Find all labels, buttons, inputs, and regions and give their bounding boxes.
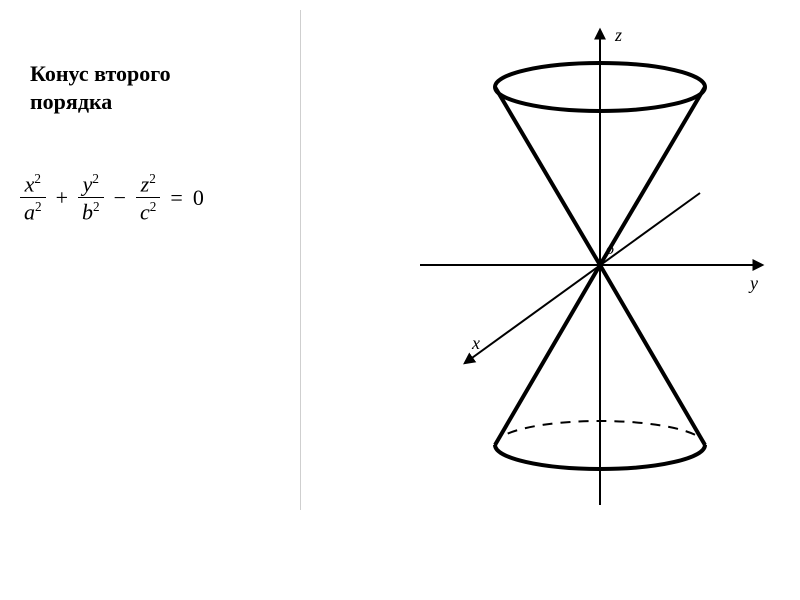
z-axis-label: z xyxy=(615,25,622,46)
cone-equation: x2 a2 + y2 b2 − z2 c2 = 0 xyxy=(20,170,204,226)
x-axis-label: x xyxy=(472,333,480,354)
title-line2: порядка xyxy=(30,89,112,114)
term-1-den: a2 xyxy=(20,198,46,225)
term-1: x2 a2 xyxy=(20,170,46,226)
rhs-zero: 0 xyxy=(193,185,204,211)
term-3: z2 c2 xyxy=(136,170,160,226)
cone-svg xyxy=(370,15,770,525)
term-3-num: z2 xyxy=(137,170,160,197)
y-axis-label: y xyxy=(750,273,758,294)
page: Конус второго порядка x2 a2 + y2 b2 − z2… xyxy=(0,0,800,600)
term-2-num: y2 xyxy=(79,170,103,197)
cone-diagram: z y x o xyxy=(370,15,770,530)
equals-sign: = xyxy=(166,185,186,211)
term-2: y2 b2 xyxy=(78,170,104,226)
minus-sign: − xyxy=(110,185,130,211)
vertical-divider xyxy=(300,10,301,510)
origin-label: o xyxy=(606,241,614,259)
term-1-num: x2 xyxy=(21,170,45,197)
term-2-den: b2 xyxy=(78,198,104,225)
term-3-den: c2 xyxy=(136,198,160,225)
title: Конус второго порядка xyxy=(30,60,270,115)
title-line1: Конус второго xyxy=(30,61,171,86)
plus-sign: + xyxy=(52,185,72,211)
